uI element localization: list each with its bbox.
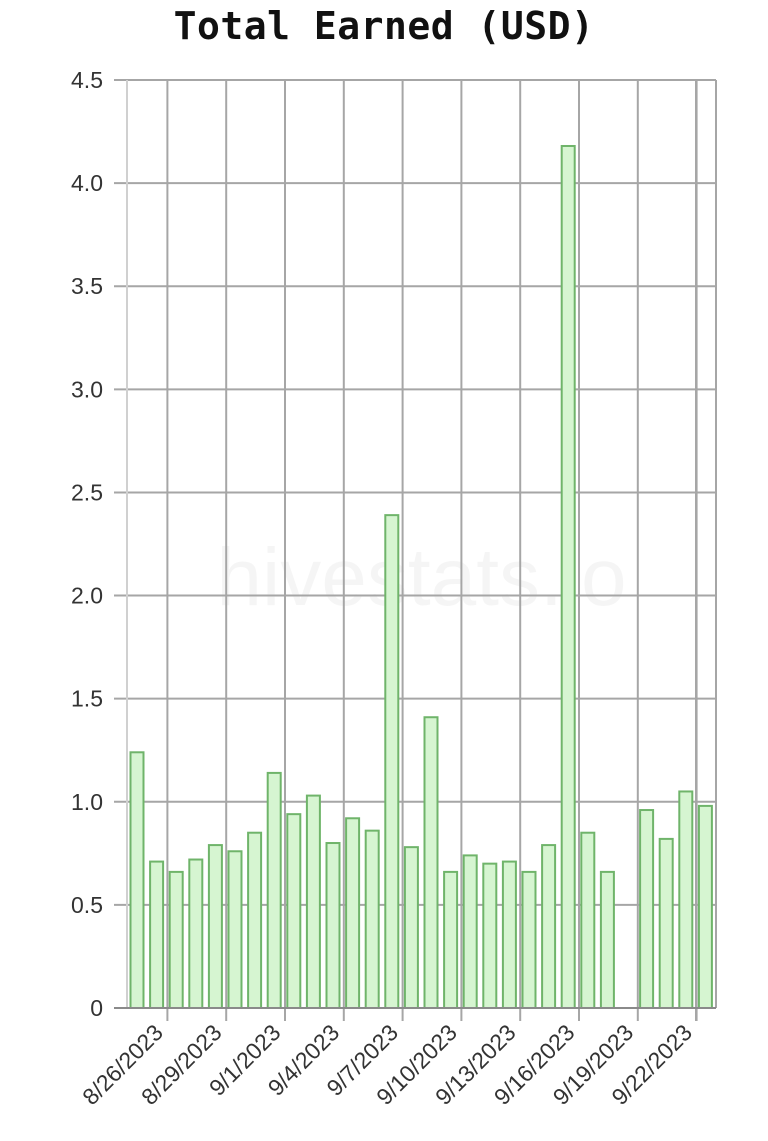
bar [207, 844, 223, 1010]
bar [403, 846, 419, 1009]
y-tick-label: 3.5 [71, 273, 103, 299]
bar [560, 144, 576, 1010]
y-tick-label: 4.0 [71, 170, 103, 196]
bar [384, 514, 400, 1010]
bar [423, 716, 439, 1010]
chart-title: Total Earned (USD) [173, 4, 595, 48]
bar [325, 842, 341, 1009]
y-tick-label: 2.5 [71, 479, 103, 505]
bar [345, 817, 361, 1010]
bar [247, 831, 263, 1010]
bar [149, 860, 165, 1009]
bar [678, 790, 694, 1010]
bar [521, 870, 537, 1009]
bar [129, 751, 145, 1009]
y-tick-label: 0.5 [71, 892, 103, 918]
bar [286, 813, 302, 1010]
bar [364, 829, 380, 1009]
bar [658, 837, 674, 1009]
x-axis-labels: 8/26/20238/29/20239/1/20239/4/20239/7/20… [77, 1019, 697, 1110]
bar [168, 870, 184, 1009]
bar [188, 858, 204, 1010]
bars [129, 144, 713, 1010]
axes [114, 80, 716, 1009]
bar [599, 870, 615, 1009]
bar [541, 844, 557, 1010]
y-tick-label: 4.5 [71, 67, 103, 93]
bar [501, 860, 517, 1009]
y-axis-labels: 0 0.5 1.0 1.5 2.0 2.5 3.0 3.5 4.0 4.5 [71, 67, 103, 1021]
bar [639, 809, 655, 1009]
grid [114, 79, 717, 1021]
y-tick-label: 0 [90, 995, 103, 1021]
bar [266, 771, 282, 1010]
y-tick-label: 1.0 [71, 789, 103, 815]
y-tick-label: 3.0 [71, 376, 103, 402]
bar [227, 850, 243, 1009]
bar [305, 794, 321, 1010]
bar [443, 870, 459, 1009]
y-tick-label: 2.0 [71, 583, 103, 609]
bar [462, 854, 478, 1010]
bar [697, 804, 713, 1009]
bar [482, 862, 498, 1010]
bar [580, 831, 596, 1010]
y-tick-label: 1.5 [71, 686, 103, 712]
